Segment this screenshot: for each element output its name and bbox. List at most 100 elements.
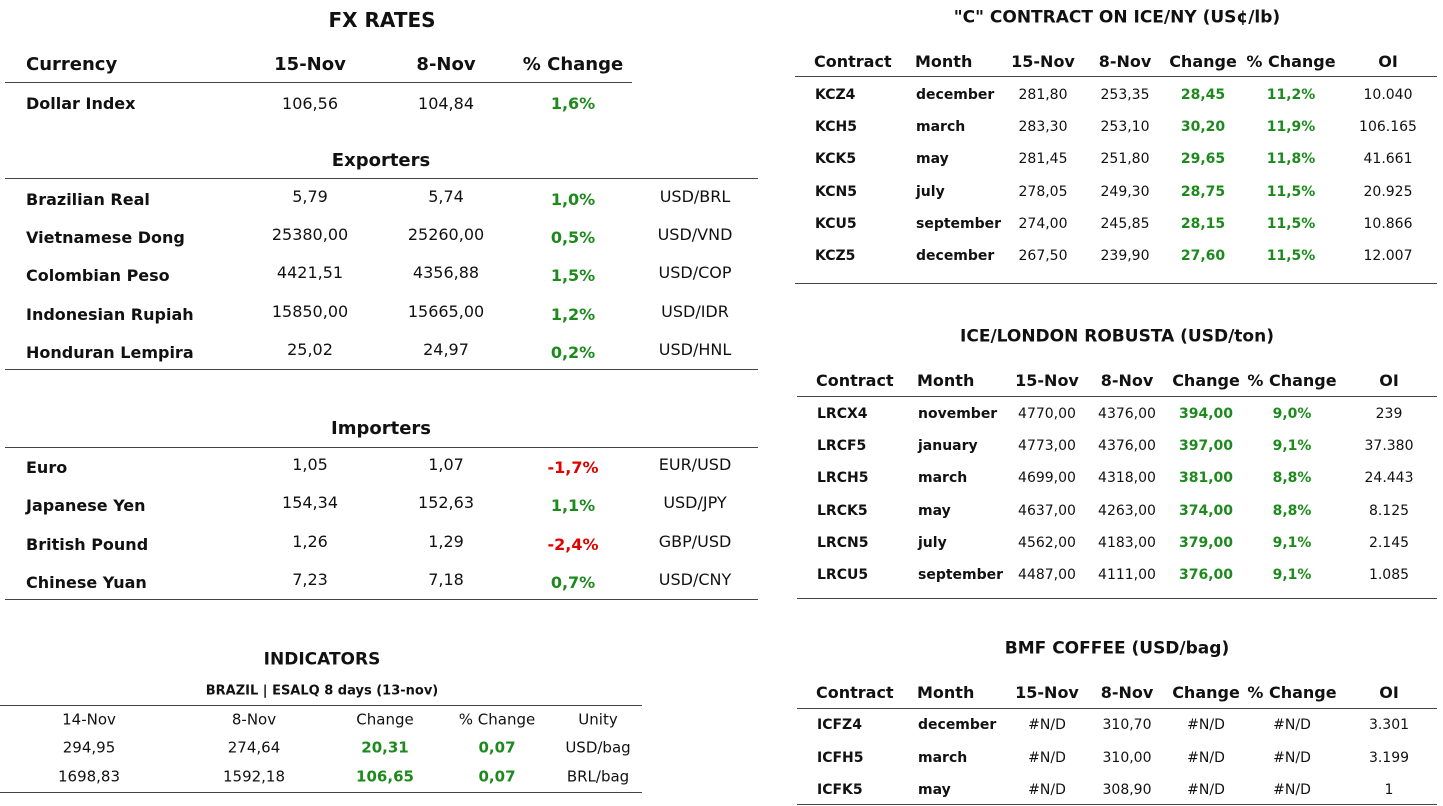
cell: 11,5% [1266, 184, 1316, 200]
cell: 11,9% [1266, 119, 1316, 135]
column-header: 15-Nov [1015, 683, 1079, 702]
cell: 10.040 [1363, 87, 1413, 103]
cell: 1698,83 [57, 767, 121, 786]
cell: 9,1% [1272, 567, 1312, 583]
cell: Honduran Lempira [26, 343, 194, 362]
cell: 0,7% [550, 573, 596, 592]
column-header: 14-Nov [62, 710, 116, 729]
cell: #N/D [1187, 717, 1225, 733]
cell: 1,0% [550, 190, 596, 209]
cell: 25260,00 [407, 225, 485, 244]
cell: 4376,00 [1098, 438, 1156, 454]
cell: 281,45 [1018, 151, 1068, 167]
cell: 15665,00 [407, 302, 485, 321]
rule [0, 705, 642, 706]
cell: 20.925 [1363, 184, 1413, 200]
group-title: Importers [331, 418, 431, 439]
cell: 152,63 [418, 493, 474, 512]
cell: 27,60 [1180, 248, 1226, 264]
cell: 283,30 [1018, 119, 1068, 135]
cell: 4376,00 [1098, 406, 1156, 422]
cell: 8,8% [1272, 503, 1312, 519]
cell: 37.380 [1364, 438, 1414, 454]
cell: 11,2% [1266, 87, 1316, 103]
cell: 41.661 [1363, 151, 1413, 167]
cell: 3.301 [1368, 717, 1410, 733]
cell: #N/D [1273, 782, 1311, 798]
rule [5, 82, 632, 83]
cell: 274,00 [1018, 216, 1068, 232]
rule [5, 369, 758, 370]
cell: march [916, 119, 966, 135]
table-title: "C" CONTRACT ON ICE/NY (US¢/lb) [953, 7, 1281, 28]
cell: 1 [1384, 782, 1394, 798]
column-header: Contract [816, 371, 894, 390]
cell: KCH5 [815, 119, 857, 135]
cell: 294,95 [62, 738, 116, 757]
cell: 4770,00 [1018, 406, 1076, 422]
cell: 24,97 [423, 340, 469, 359]
cell: may [918, 503, 951, 519]
cell: 28,45 [1180, 87, 1226, 103]
cell: GBP/USD [658, 532, 732, 551]
cell: EUR/USD [658, 455, 732, 474]
cell: LRCU5 [817, 567, 869, 583]
cell: Vietnamese Dong [26, 228, 185, 247]
column-header: OI [1379, 683, 1399, 702]
column-header: Contract [814, 52, 892, 71]
section-title: FX RATES [328, 8, 436, 32]
cell: 4487,00 [1018, 567, 1076, 583]
cell: 4699,00 [1018, 470, 1076, 486]
cell: 4111,00 [1098, 567, 1156, 583]
cell: 9,1% [1272, 438, 1312, 454]
rule [795, 76, 1437, 77]
section-subtitle: BRAZIL | ESALQ 8 days (13-nov) [205, 683, 439, 699]
cell: 1,29 [428, 532, 464, 551]
cell: 5,79 [292, 187, 328, 206]
cell: KCZ5 [815, 248, 856, 264]
column-header: Currency [26, 54, 118, 75]
table-title: BMF COFFEE (USD/bag) [1004, 638, 1230, 659]
cell: 28,15 [1180, 216, 1226, 232]
cell: 376,00 [1178, 567, 1234, 583]
cell: LRCX4 [817, 406, 868, 422]
cell: 253,35 [1100, 87, 1150, 103]
cell: #N/D [1273, 717, 1311, 733]
cell: 1,1% [550, 496, 596, 515]
cell: 4183,00 [1098, 535, 1156, 551]
cell: 12.007 [1363, 248, 1413, 264]
cell: #N/D [1028, 717, 1066, 733]
cell: 104,84 [418, 94, 474, 113]
cell: 25,02 [287, 340, 333, 359]
cell: ICFH5 [817, 750, 864, 766]
cell: 1,05 [292, 455, 328, 474]
cell: USD/BRL [659, 187, 731, 206]
rule [797, 804, 1437, 805]
cell: KCN5 [815, 184, 857, 200]
cell: 11,5% [1266, 248, 1316, 264]
cell: Japanese Yen [26, 496, 146, 515]
rule [5, 447, 758, 448]
cell: march [918, 750, 968, 766]
cell: #N/D [1273, 750, 1311, 766]
column-header: OI [1379, 371, 1399, 390]
cell: 379,00 [1178, 535, 1234, 551]
column-header: Change [356, 710, 414, 729]
rule [795, 283, 1437, 284]
cell: december [916, 87, 995, 103]
cell: 249,30 [1100, 184, 1150, 200]
cell: KCZ4 [815, 87, 856, 103]
cell: december [916, 248, 995, 264]
cell: july [916, 184, 945, 200]
cell: july [918, 535, 947, 551]
cell: 397,00 [1178, 438, 1234, 454]
cell: september [916, 216, 1002, 232]
column-header: Month [917, 371, 975, 390]
cell: #N/D [1028, 750, 1066, 766]
cell: 20,31 [361, 738, 409, 757]
rule [0, 792, 642, 793]
cell: 4263,00 [1098, 503, 1156, 519]
cell: 239 [1375, 406, 1403, 422]
column-header: 15-Nov [1011, 52, 1075, 71]
cell: #N/D [1187, 782, 1225, 798]
